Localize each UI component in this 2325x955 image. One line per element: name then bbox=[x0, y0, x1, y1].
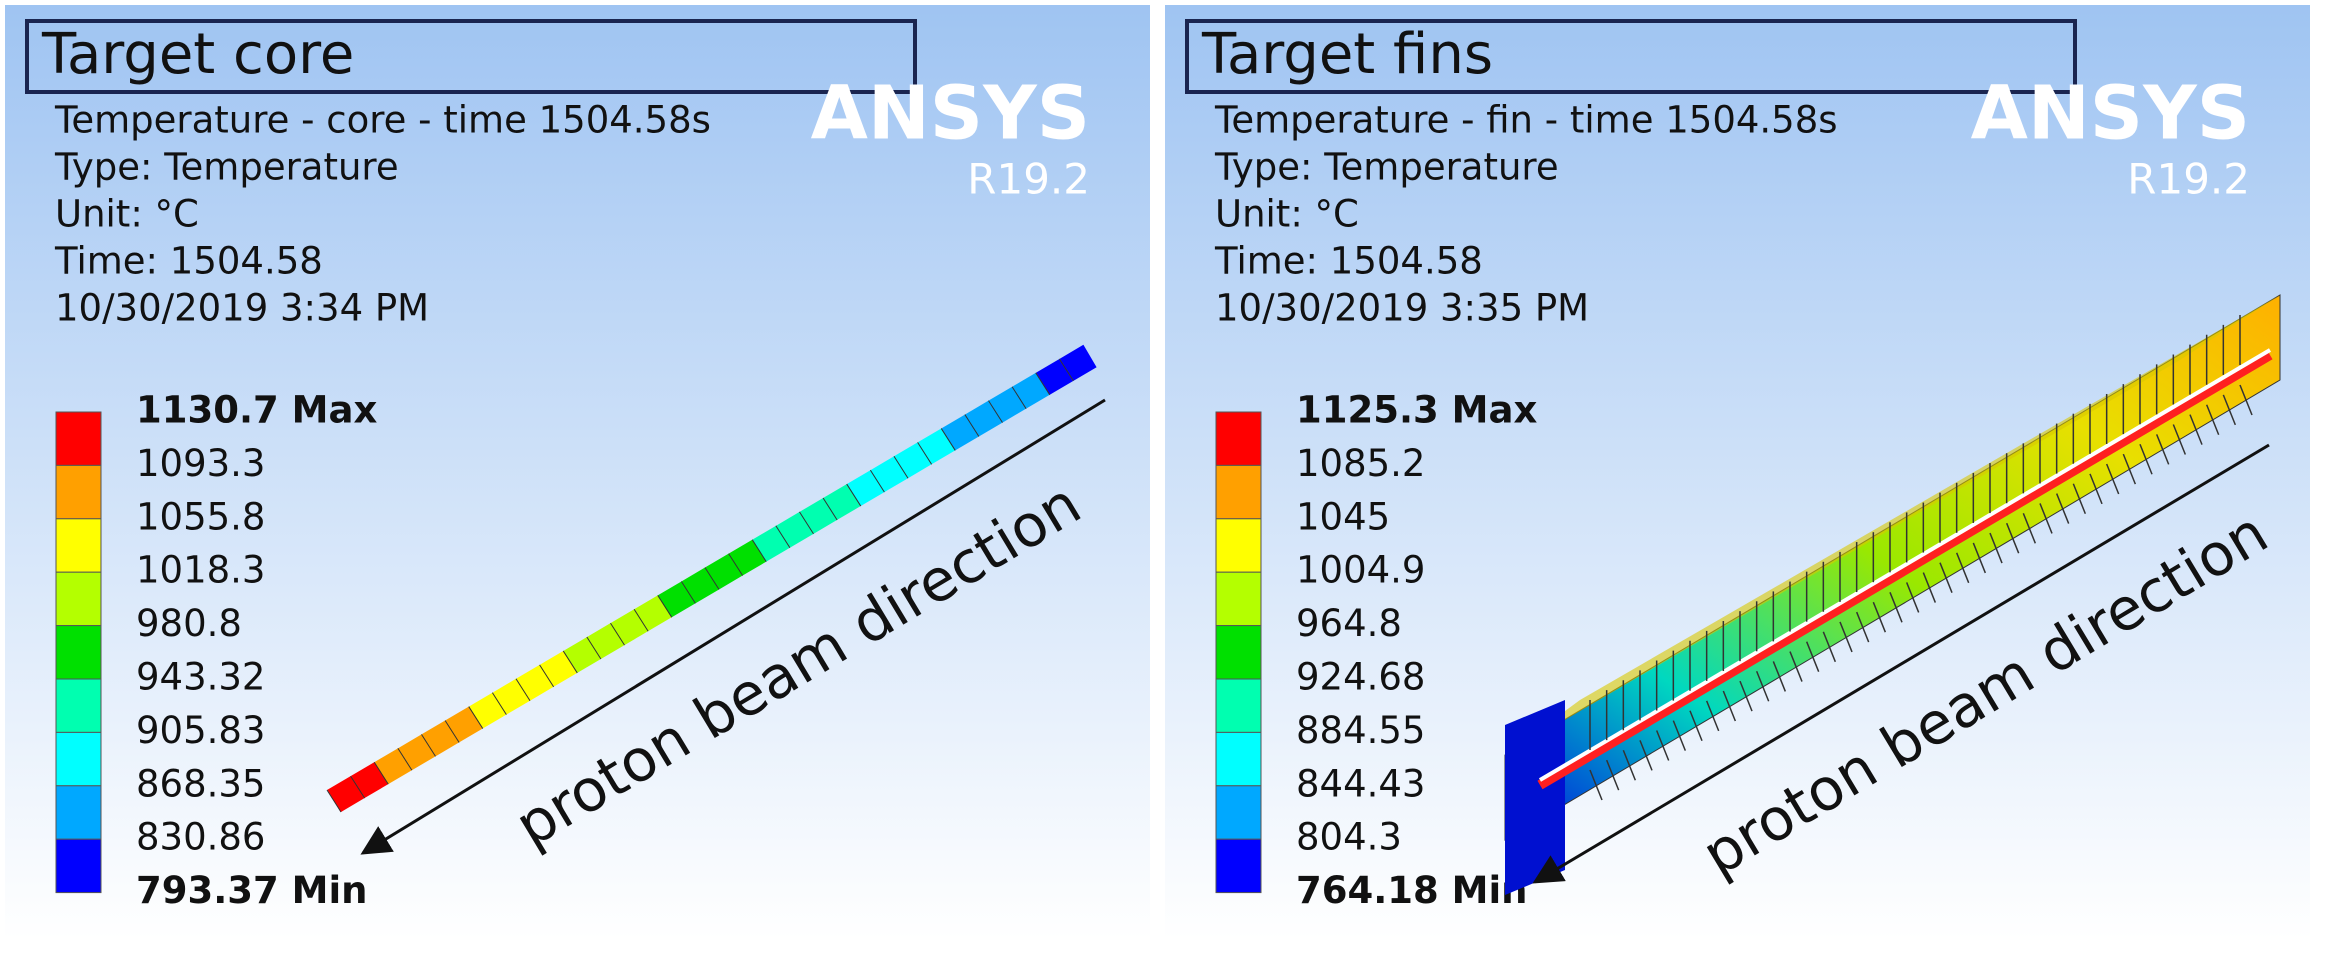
legend-label: 793.37 Min bbox=[136, 869, 368, 912]
legend-label: 1085.2 bbox=[1296, 442, 1425, 485]
rod-segment bbox=[523, 676, 547, 690]
rod-segment bbox=[547, 662, 571, 676]
rod-segment bbox=[759, 537, 783, 551]
rod-segment bbox=[429, 731, 453, 745]
legend-swatch bbox=[1216, 519, 1261, 572]
rod-segment bbox=[783, 523, 807, 537]
legend-label: 1018.3 bbox=[136, 549, 265, 592]
fin-end bbox=[1505, 700, 1565, 895]
legend-swatch bbox=[56, 626, 101, 679]
legend-swatch bbox=[1216, 839, 1261, 892]
legend-label: 844.43 bbox=[1296, 762, 1425, 805]
info-line: Unit: °C bbox=[1215, 193, 1359, 236]
panel: Target core Temperature - core - time 150… bbox=[5, 5, 1150, 940]
legend-swatch bbox=[56, 572, 101, 625]
logo: ANSYS bbox=[811, 71, 1090, 157]
legend-label: 868.35 bbox=[136, 762, 265, 805]
legend-swatch bbox=[1216, 732, 1261, 785]
legend-label: 964.8 bbox=[1296, 602, 1402, 645]
legend-label: 830.86 bbox=[136, 816, 265, 859]
legend-label: 1125.3 Max bbox=[1296, 389, 1537, 432]
rod-segment bbox=[854, 481, 878, 495]
legend-label: 1055.8 bbox=[136, 495, 265, 538]
logo-version: R19.2 bbox=[2127, 155, 2250, 204]
legend-label: 924.68 bbox=[1296, 656, 1425, 699]
rod-segment bbox=[712, 565, 736, 579]
legend-swatch bbox=[1216, 786, 1261, 839]
rod-segment bbox=[452, 718, 476, 732]
rod-segment bbox=[972, 412, 996, 426]
legend-swatch bbox=[56, 412, 101, 465]
rod-segment bbox=[688, 579, 712, 593]
legend-label: 905.83 bbox=[136, 709, 265, 752]
rod-segment bbox=[1066, 356, 1090, 370]
legend-swatch bbox=[56, 519, 101, 572]
legend-swatch bbox=[56, 839, 101, 892]
rod-segment bbox=[405, 745, 429, 759]
rod-segment bbox=[476, 704, 500, 718]
legend-swatch bbox=[1216, 412, 1261, 465]
legend-swatch bbox=[56, 465, 101, 518]
legend-label: 980.8 bbox=[136, 602, 242, 645]
legend-label: 1004.9 bbox=[1296, 549, 1425, 592]
info-line: Temperature - core - time 1504.58s bbox=[54, 99, 711, 142]
rod-segment bbox=[807, 509, 831, 523]
info-line: Unit: °C bbox=[55, 193, 199, 236]
rod-segment bbox=[1019, 384, 1043, 398]
info-line: Time: 1504.58 bbox=[54, 240, 323, 283]
rod-segment bbox=[736, 551, 760, 565]
legend-swatch bbox=[56, 732, 101, 785]
legend-label: 1093.3 bbox=[136, 442, 265, 485]
info-line: Temperature - fin - time 1504.58s bbox=[1214, 99, 1838, 142]
legend-swatch bbox=[1216, 465, 1261, 518]
rod-segment bbox=[665, 592, 689, 606]
rod-segment bbox=[381, 759, 405, 773]
info-line: 10/30/2019 3:35 PM bbox=[1215, 287, 1589, 330]
rod-segment bbox=[641, 606, 665, 620]
legend-label: 1130.7 Max bbox=[136, 389, 377, 432]
rod-segment bbox=[358, 773, 382, 787]
rod-segment bbox=[499, 690, 523, 704]
rod-segment bbox=[1043, 370, 1067, 384]
legend-label: 1045 bbox=[1296, 495, 1390, 538]
info-line: 10/30/2019 3:34 PM bbox=[55, 287, 429, 330]
rod-segment bbox=[877, 467, 901, 481]
legend-label: 943.32 bbox=[136, 656, 265, 699]
legend-swatch bbox=[56, 786, 101, 839]
legend-swatch bbox=[1216, 626, 1261, 679]
rod-segment bbox=[594, 634, 618, 648]
legend-swatch bbox=[1216, 572, 1261, 625]
info-line: Type: Temperature bbox=[1214, 146, 1559, 189]
rod-segment bbox=[618, 620, 642, 634]
info-line: Time: 1504.58 bbox=[1214, 240, 1483, 283]
rod-segment bbox=[996, 398, 1020, 412]
rod-segment bbox=[570, 648, 594, 662]
logo: ANSYS bbox=[1971, 71, 2250, 157]
rod-segment bbox=[948, 426, 972, 440]
rod-segment bbox=[925, 439, 949, 453]
panel: Target fins Temperature - fin - time 1504… bbox=[1165, 5, 2310, 940]
panel-title: Target fins bbox=[1201, 22, 1493, 87]
rod-segment bbox=[334, 787, 358, 801]
legend-label: 764.18 Min bbox=[1296, 869, 1528, 912]
logo-version: R19.2 bbox=[967, 155, 1090, 204]
legend-label: 884.55 bbox=[1296, 709, 1425, 752]
legend-swatch bbox=[56, 679, 101, 732]
rod-segment bbox=[901, 453, 925, 467]
legend-label: 804.3 bbox=[1296, 816, 1402, 859]
rod-segment bbox=[830, 495, 854, 509]
screenshot: Target core Temperature - core - time 150… bbox=[0, 0, 2325, 955]
legend-swatch bbox=[1216, 679, 1261, 732]
info-line: Type: Temperature bbox=[54, 146, 399, 189]
panel-title: Target core bbox=[41, 22, 354, 87]
